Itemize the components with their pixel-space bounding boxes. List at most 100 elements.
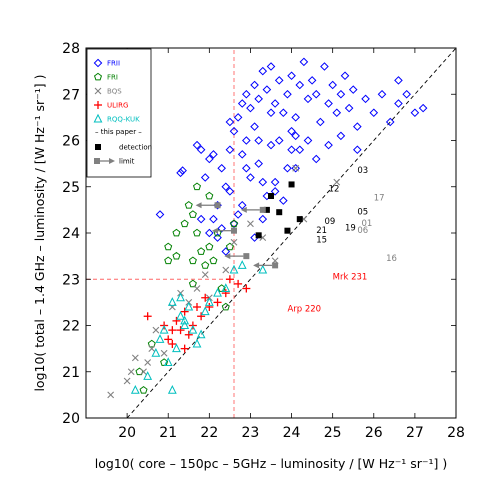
point-rqq-kuk bbox=[130, 385, 140, 394]
legend-header: – this paper – bbox=[95, 128, 142, 136]
point-frii bbox=[258, 66, 268, 76]
point-ulirg bbox=[164, 335, 173, 344]
point-fri bbox=[221, 302, 230, 311]
point-fri bbox=[139, 386, 148, 394]
point-ulirg bbox=[180, 307, 189, 316]
point-bqs bbox=[127, 368, 135, 376]
series-frii bbox=[155, 57, 428, 256]
point-frii bbox=[320, 62, 329, 71]
point-frii bbox=[246, 103, 255, 113]
point-frii bbox=[192, 140, 202, 150]
point-frii bbox=[311, 89, 321, 99]
legend-label: ULIRG bbox=[107, 102, 128, 110]
point-frii bbox=[291, 131, 300, 141]
point-frii bbox=[221, 182, 231, 192]
point-frii bbox=[266, 62, 276, 71]
point-frii bbox=[270, 99, 280, 108]
point-fri bbox=[164, 242, 173, 251]
point-frii bbox=[246, 173, 255, 182]
point-frii bbox=[307, 76, 317, 85]
point-frii bbox=[250, 80, 259, 90]
point-fri bbox=[188, 256, 197, 265]
point-frii bbox=[258, 177, 268, 187]
legend-marker-bqs bbox=[94, 87, 102, 95]
point-ulirg bbox=[193, 303, 201, 311]
point-fri bbox=[205, 242, 214, 251]
point-rqq-kuk bbox=[167, 297, 177, 306]
point-rqq-kuk bbox=[143, 371, 153, 380]
point-frii bbox=[237, 150, 247, 159]
point-frii bbox=[270, 177, 280, 187]
point-rqq-kuk bbox=[204, 297, 214, 306]
x-tick-label: 28 bbox=[447, 425, 465, 441]
point-frii bbox=[299, 57, 309, 67]
series-fri bbox=[135, 182, 239, 394]
point-fri bbox=[188, 279, 197, 288]
legend-box bbox=[86, 48, 152, 178]
point-frii bbox=[225, 117, 235, 127]
point-frii bbox=[237, 99, 247, 108]
source-label: 15 bbox=[316, 235, 327, 245]
point-frii bbox=[394, 76, 403, 85]
point-frii bbox=[233, 113, 243, 122]
point-frii bbox=[242, 89, 251, 99]
point-frii bbox=[353, 122, 362, 131]
point-ulirg bbox=[221, 289, 230, 298]
point-fri bbox=[225, 242, 234, 251]
y-tick-label: 28 bbox=[62, 41, 80, 57]
legend-label: detection bbox=[119, 144, 152, 152]
point-rqq-kuk bbox=[163, 357, 173, 366]
point-fri bbox=[172, 251, 181, 260]
point-bqs bbox=[201, 271, 209, 279]
point-rqq-kuk bbox=[180, 315, 190, 325]
point-ulirg bbox=[242, 284, 251, 293]
point-frii bbox=[217, 163, 226, 173]
source-label: Arp 220 bbox=[287, 305, 321, 315]
point-frii bbox=[237, 200, 247, 210]
point-frii bbox=[279, 196, 288, 205]
point-detection bbox=[288, 181, 295, 188]
source-label: 12 bbox=[329, 184, 340, 194]
y-axis-label: log10( total – 1.4 GHz – luminosity / [W… bbox=[32, 74, 47, 391]
point-ulirg bbox=[201, 293, 210, 302]
point-detection bbox=[284, 227, 291, 234]
point-fri bbox=[164, 256, 173, 265]
point-frii bbox=[287, 126, 296, 136]
point-frii bbox=[283, 89, 292, 99]
point-ulirg bbox=[184, 330, 193, 339]
x-tick-label: 24 bbox=[283, 425, 301, 441]
series-bqs bbox=[107, 164, 341, 399]
point-frii bbox=[291, 113, 300, 122]
point-frii bbox=[324, 140, 333, 150]
legend: FRII FRI BQS ULIRG RQQ-KUK – this paper – dete… bbox=[86, 48, 152, 178]
point-frii bbox=[178, 166, 187, 175]
point-fri bbox=[192, 182, 202, 191]
point-frii bbox=[155, 210, 165, 219]
point-rqq-kuk bbox=[237, 260, 247, 269]
y-tick-label: 20 bbox=[62, 411, 80, 427]
x-tick-label: 20 bbox=[118, 425, 136, 441]
point-ulirg bbox=[180, 344, 189, 353]
point-bqs bbox=[247, 220, 254, 228]
point-frii bbox=[361, 94, 370, 104]
point-rqq-kuk bbox=[155, 334, 165, 343]
point-fri bbox=[184, 201, 193, 209]
axis-ticks: 20 21 22 23 24 25 26 27 28 20 21 22 23 24 25 26 27 28 bbox=[62, 41, 465, 441]
y-tick-label: 24 bbox=[62, 226, 80, 242]
series-detection bbox=[255, 181, 303, 239]
point-bqs bbox=[123, 377, 131, 385]
x-tick-label: 21 bbox=[159, 425, 177, 441]
x-tick-label: 27 bbox=[406, 425, 424, 441]
legend-marker-frii bbox=[93, 58, 103, 68]
point-detection bbox=[263, 206, 270, 213]
point-limit bbox=[240, 206, 266, 213]
y-tick-label: 26 bbox=[62, 134, 80, 150]
point-frii bbox=[385, 117, 395, 127]
point-rqq-kuk bbox=[221, 283, 231, 292]
point-frii bbox=[274, 76, 284, 85]
point-frii bbox=[287, 145, 296, 155]
point-rqq-kuk bbox=[176, 292, 185, 302]
point-detection bbox=[255, 232, 262, 239]
point-fri bbox=[197, 247, 206, 255]
